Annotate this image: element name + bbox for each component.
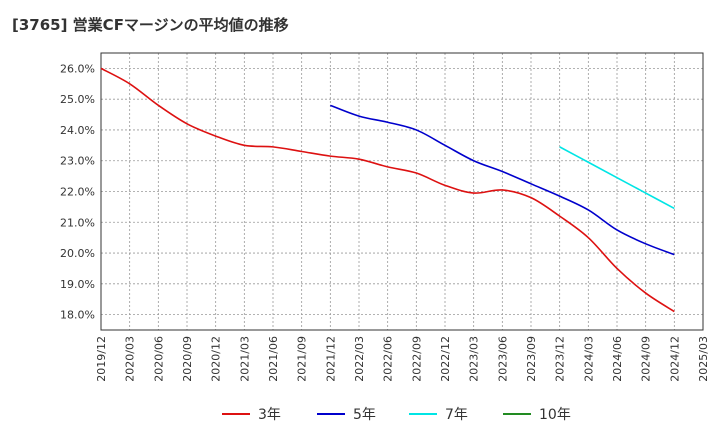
series-line-0 — [100, 67, 675, 313]
x-tick-label: 2022/12 — [439, 336, 452, 382]
y-tick-label: 18.0% — [60, 309, 95, 322]
y-tick-label: 22.0% — [60, 186, 95, 199]
grid-layer — [101, 53, 703, 330]
chart-title: [3765] 営業CFマージンの平均値の推移 — [12, 16, 289, 34]
x-tick-label: 2021/12 — [324, 336, 337, 382]
x-axis-ticks: 2019/12 2020/03 2020/06 2020/09 2020/12 2021/… — [95, 336, 710, 382]
x-tick-label: 2020/12 — [210, 336, 223, 382]
x-tick-label: 2021/09 — [296, 336, 309, 382]
legend-label-1: 5年 — [353, 407, 376, 423]
series-line-1 — [330, 104, 675, 256]
x-tick-label: 2022/06 — [382, 336, 395, 382]
x-tick-label: 2020/03 — [124, 336, 137, 382]
y-tick-label: 24.0% — [60, 124, 95, 137]
x-tick-label: 2021/06 — [267, 336, 280, 382]
y-tick-label: 25.0% — [60, 93, 95, 106]
y-axis-ticks: 18.0% 19.0% 20.0% 21.0% 22.0% 23.0% 24.0% 25.0%… — [60, 62, 95, 321]
x-tick-label: 2023/12 — [554, 336, 567, 382]
y-tick-label: 20.0% — [60, 247, 95, 260]
y-tick-label: 21.0% — [60, 216, 95, 229]
y-tick-label: 26.0% — [60, 62, 95, 75]
plot-frame — [100, 52, 704, 331]
series-line-2 — [559, 146, 675, 210]
x-tick-label: 2025/03 — [697, 336, 710, 382]
y-tick-label: 23.0% — [60, 155, 95, 168]
y-tick-label: 19.0% — [60, 278, 95, 291]
x-tick-label: 2019/12 — [95, 336, 108, 382]
legend-label-3: 10年 — [539, 407, 571, 423]
series-layer — [100, 67, 675, 313]
x-tick-label: 2021/03 — [238, 336, 251, 382]
x-tick-label: 2020/06 — [152, 336, 165, 382]
x-tick-label: 2020/09 — [181, 336, 194, 382]
x-tick-label: 2022/03 — [353, 336, 366, 382]
x-tick-label: 2022/09 — [410, 336, 423, 382]
x-tick-label: 2024/12 — [668, 336, 681, 382]
x-tick-label: 2023/03 — [468, 336, 481, 382]
x-tick-label: 2024/06 — [611, 336, 624, 382]
legend: 3年 5年 7年 10年 — [222, 407, 571, 423]
x-tick-label: 2024/09 — [640, 336, 653, 382]
legend-label-2: 7年 — [445, 407, 468, 423]
x-tick-label: 2023/06 — [496, 336, 509, 382]
x-tick-label: 2024/03 — [582, 336, 595, 382]
x-tick-label: 2023/09 — [525, 336, 538, 382]
legend-label-0: 3年 — [258, 407, 281, 423]
